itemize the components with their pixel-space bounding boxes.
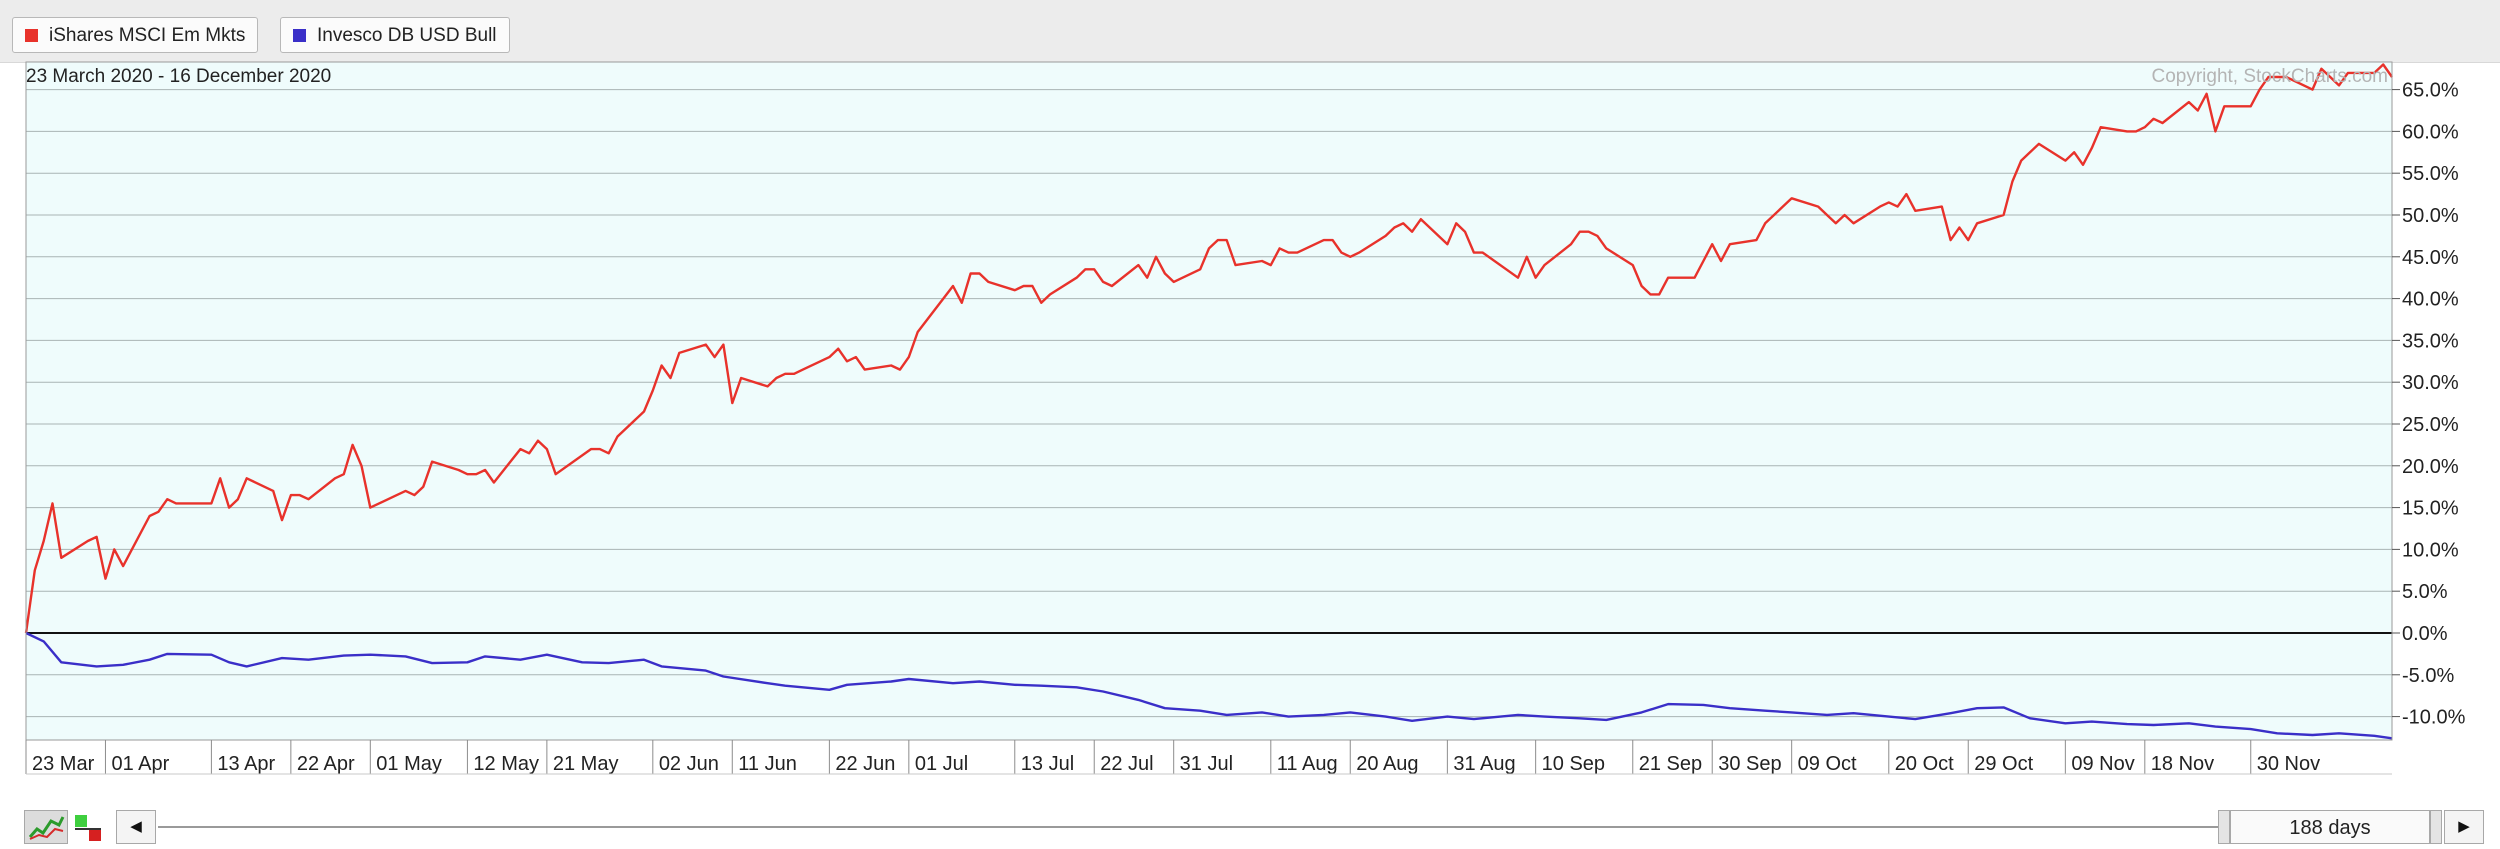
x-tick-label: 30 Nov — [2257, 753, 2320, 775]
bottom-toolbar: ◀ 188 days ▶ — [0, 800, 2500, 849]
x-tick-label: 21 Sep — [1639, 753, 1702, 775]
x-tick-label: 10 Sep — [1542, 753, 1605, 775]
x-tick-label: 20 Aug — [1356, 753, 1418, 775]
x-tick-label: 21 May — [553, 753, 619, 775]
x-tick-label: 02 Jun — [659, 753, 719, 775]
x-tick-label: 30 Sep — [1718, 753, 1781, 775]
y-tick-label: -5.0% — [2402, 665, 2454, 687]
days-range-display: 188 days — [2230, 810, 2430, 844]
x-tick-label: 31 Aug — [1453, 753, 1515, 775]
y-tick-label: 60.0% — [2402, 121, 2459, 143]
x-tick-label: 01 May — [376, 753, 442, 775]
x-tick-label: 31 Jul — [1180, 753, 1233, 775]
y-tick-label: 20.0% — [2402, 456, 2459, 478]
y-tick-label: 35.0% — [2402, 330, 2459, 352]
x-tick-label: 23 Mar — [32, 753, 95, 775]
line-chart-toggle[interactable] — [24, 810, 68, 844]
y-tick-label: 45.0% — [2402, 247, 2459, 269]
y-tick-label: 5.0% — [2402, 581, 2448, 603]
x-tick-label: 01 Jul — [915, 753, 968, 775]
ishares-series-line — [24, 63, 2393, 634]
scroll-left-button[interactable]: ◀ — [116, 810, 156, 844]
x-tick-label: 22 Jul — [1100, 753, 1153, 775]
y-tick-label: 25.0% — [2402, 414, 2459, 436]
scroll-thumb-handle-right[interactable] — [2430, 810, 2442, 844]
legend-label-invesco: Invesco DB USD Bull — [317, 25, 497, 46]
copyright-label: Copyright, StockCharts.com — [2151, 66, 2388, 87]
legend-button-ishares[interactable]: iShares MSCI Em Mkts — [12, 17, 259, 53]
legend-bar: iShares MSCI Em Mkts Invesco DB USD Bull — [0, 0, 2500, 63]
gridlines — [26, 89, 2392, 718]
legend-button-invesco[interactable]: Invesco DB USD Bull — [280, 17, 510, 53]
y-tick-label: 15.0% — [2402, 498, 2459, 520]
scroll-thumb-handle[interactable] — [2218, 810, 2230, 844]
series-lines — [24, 63, 2393, 740]
y-axis-ticks: 65.0% 60.0% 55.0% 50.0% 45.0% 40.0% 35.0% 30.0%… — [2392, 80, 2466, 729]
chart-area: 65.0% 60.0% 55.0% 50.0% 45.0% 40.0% 35.0% 30.0%… — [24, 61, 2466, 775]
plot-frame — [25, 61, 2393, 741]
ishares-swatch — [25, 29, 38, 42]
x-tick-label: 22 Jun — [835, 753, 895, 775]
y-tick-label: 10.0% — [2402, 539, 2459, 561]
legend-label-ishares: iShares MSCI Em Mkts — [49, 25, 246, 46]
y-tick-label: 40.0% — [2402, 289, 2459, 311]
x-tick-label: 12 May — [473, 753, 539, 775]
line-chart-icon — [28, 816, 65, 840]
bar-chart-icon — [75, 815, 101, 841]
x-tick-label: 29 Oct — [1974, 753, 2033, 775]
y-tick-label: 65.0% — [2402, 80, 2459, 102]
x-tick-label: 20 Oct — [1895, 753, 1954, 775]
scroll-track[interactable] — [158, 826, 2218, 828]
x-tick-label: 11 Aug — [1277, 753, 1338, 775]
y-tick-label: -10.0% — [2402, 707, 2466, 729]
scroll-right-button[interactable]: ▶ — [2444, 810, 2484, 844]
x-tick-label: 09 Nov — [2071, 753, 2134, 775]
x-tick-label: 13 Apr — [217, 753, 275, 775]
y-tick-label: 0.0% — [2402, 623, 2448, 645]
x-tick-label: 01 Apr — [111, 753, 169, 775]
y-tick-label: 30.0% — [2402, 372, 2459, 394]
date-range-label: 23 March 2020 - 16 December 2020 — [26, 66, 331, 87]
plot-background — [26, 62, 2392, 740]
x-tick-label: 13 Jul — [1021, 753, 1074, 775]
x-tick-label: 09 Oct — [1798, 753, 1857, 775]
x-tick-label: 22 Apr — [297, 753, 355, 775]
invesco-swatch — [293, 29, 306, 42]
bar-chart-toggle[interactable] — [72, 810, 108, 844]
invesco-series-line — [25, 631, 2393, 740]
x-axis-ticks: 23 Mar 01 Apr 13 Apr 22 Apr 01 May 12 May 21 M… — [25, 740, 2392, 775]
x-tick-label: 11 Jun — [738, 753, 797, 775]
x-tick-label: 18 Nov — [2151, 753, 2214, 775]
y-tick-label: 55.0% — [2402, 163, 2459, 185]
y-tick-label: 50.0% — [2402, 205, 2459, 227]
